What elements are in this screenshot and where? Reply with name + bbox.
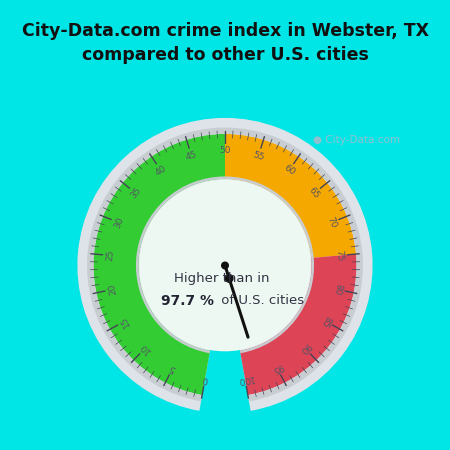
Text: 15: 15	[118, 314, 131, 328]
Wedge shape	[225, 134, 356, 258]
Text: 97.7 %: 97.7 %	[161, 294, 214, 308]
Wedge shape	[136, 176, 314, 353]
Text: 50: 50	[219, 146, 231, 155]
Text: 65: 65	[307, 186, 321, 201]
Wedge shape	[94, 134, 225, 395]
Wedge shape	[87, 127, 363, 401]
Text: of U.S. cities: of U.S. cities	[217, 294, 304, 307]
Wedge shape	[240, 254, 356, 395]
Text: 95: 95	[270, 361, 284, 374]
Text: 5: 5	[168, 362, 178, 373]
Wedge shape	[77, 118, 373, 411]
Text: 0: 0	[202, 374, 209, 383]
Circle shape	[225, 274, 234, 283]
Text: 90: 90	[297, 341, 312, 355]
Text: 85: 85	[319, 314, 332, 328]
Circle shape	[221, 261, 229, 270]
Text: 10: 10	[138, 341, 153, 355]
Text: 55: 55	[252, 150, 266, 162]
Circle shape	[139, 180, 311, 351]
Text: 40: 40	[153, 163, 168, 177]
Text: 60: 60	[282, 163, 297, 177]
Text: 80: 80	[332, 283, 343, 296]
Text: 25: 25	[106, 249, 116, 261]
Text: 100: 100	[236, 373, 254, 384]
Text: 45: 45	[184, 150, 198, 162]
Text: 70: 70	[325, 216, 338, 230]
Text: 35: 35	[129, 186, 143, 201]
Text: 20: 20	[107, 283, 118, 296]
Text: City-Data.com crime index in Webster, TX
compared to other U.S. cities: City-Data.com crime index in Webster, TX…	[22, 22, 428, 64]
Text: Higher than in: Higher than in	[174, 272, 270, 285]
Text: ● City-Data.com: ● City-Data.com	[313, 135, 400, 145]
Text: 75: 75	[334, 249, 344, 261]
Text: 30: 30	[112, 216, 125, 230]
